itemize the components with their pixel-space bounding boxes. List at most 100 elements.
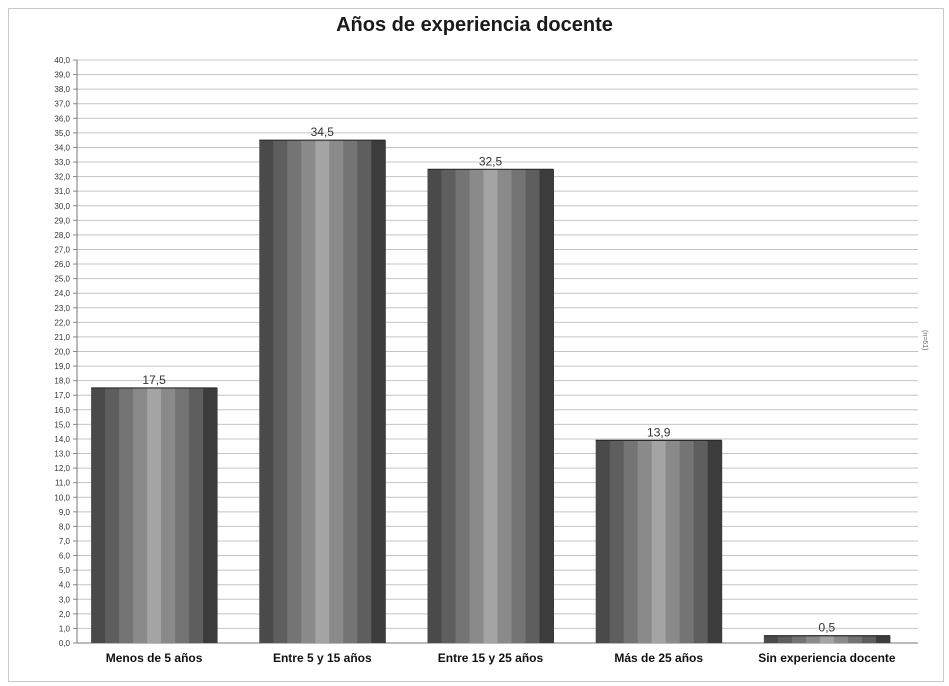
x-tick-label: Más de 25 años	[614, 651, 703, 665]
bar-stripe	[861, 635, 877, 643]
bar	[91, 387, 218, 643]
y-tick-label: 13,0	[54, 450, 70, 459]
bar-stripe	[329, 140, 344, 643]
y-tick-label: 39,0	[54, 71, 70, 80]
y-tick-label: 35,0	[54, 129, 70, 138]
y-tick-label: 19,0	[54, 362, 70, 371]
y-tick-label: 33,0	[54, 158, 70, 167]
y-tick-label: 31,0	[54, 187, 70, 196]
y-tick-label: 14,0	[54, 435, 70, 444]
y-tick-label: 8,0	[59, 522, 71, 531]
bar	[763, 635, 891, 643]
y-tick-label: 36,0	[54, 114, 70, 123]
data-label: 0,5	[819, 621, 836, 635]
bar-stripe	[119, 387, 134, 643]
bar-stripe	[161, 387, 176, 643]
y-tick-label: 37,0	[54, 100, 70, 109]
bar-stripe	[595, 440, 611, 643]
bar-stripe	[679, 440, 695, 643]
bar-stripe	[105, 387, 120, 643]
bar-stripe	[357, 140, 372, 643]
bar-stripe	[539, 169, 554, 643]
y-tick-label: 6,0	[59, 552, 71, 561]
bar-stripe	[301, 140, 316, 643]
y-tick-label: 17,0	[54, 391, 70, 400]
y-tick-label: 25,0	[54, 275, 70, 284]
data-label: 32,5	[479, 154, 503, 168]
bar	[427, 168, 554, 643]
bar-stripe	[469, 169, 484, 643]
bar-stripe	[455, 169, 470, 643]
bar-stripe	[343, 140, 358, 643]
bar-stripe	[147, 387, 162, 643]
y-tick-label: 0,0	[59, 639, 71, 648]
bar-stripe	[203, 387, 218, 643]
bar-stripe	[693, 440, 709, 643]
x-tick-label: Entre 15 y 25 años	[438, 651, 544, 665]
y-tick-label: 16,0	[54, 406, 70, 415]
x-tick-label: Entre 5 y 15 años	[273, 651, 372, 665]
y-tick-label: 24,0	[54, 289, 70, 298]
bar-stripe	[189, 387, 204, 643]
bar-stripe	[259, 140, 274, 643]
bar-stripe	[371, 140, 386, 643]
y-tick-label: 5,0	[59, 566, 71, 575]
bar-stripe	[609, 440, 625, 643]
y-tick-label: 40,0	[54, 56, 70, 65]
y-tick-label: 21,0	[54, 333, 70, 342]
y-tick-label: 1,0	[59, 624, 71, 633]
side-note: (n=61)	[921, 330, 928, 351]
y-tick-label: 10,0	[54, 493, 70, 502]
bar-stripe	[805, 635, 821, 643]
y-tick-label: 26,0	[54, 260, 70, 269]
bar-stripe	[707, 440, 723, 643]
bar-stripe	[833, 635, 849, 643]
y-tick-label: 3,0	[59, 595, 71, 604]
y-tick-label: 22,0	[54, 318, 70, 327]
bar-stripe	[133, 387, 148, 643]
data-label: 13,9	[647, 425, 671, 439]
y-tick-label: 29,0	[54, 216, 70, 225]
y-tick-label: 9,0	[59, 508, 71, 517]
y-tick-label: 32,0	[54, 173, 70, 182]
y-tick-label: 28,0	[54, 231, 70, 240]
y-tick-label: 30,0	[54, 202, 70, 211]
bar-stripe	[819, 635, 835, 643]
bar-stripe	[623, 440, 639, 643]
y-tick-label: 2,0	[59, 610, 71, 619]
bar-stripe	[483, 169, 498, 643]
x-tick-label: Sin experiencia docente	[758, 651, 896, 665]
data-label: 17,5	[142, 373, 166, 387]
bar-stripe	[777, 635, 793, 643]
bar-stripe	[315, 140, 330, 643]
bar-stripe	[875, 635, 891, 643]
bar-stripe	[175, 387, 190, 643]
bar-stripe	[273, 140, 288, 643]
y-tick-label: 23,0	[54, 304, 70, 313]
bar-stripe	[637, 440, 653, 643]
bar-stripe	[427, 169, 442, 643]
bar-stripe	[91, 387, 106, 643]
chart-title: Años de experiencia docente	[336, 14, 613, 36]
y-tick-label: 7,0	[59, 537, 71, 546]
y-tick-label: 12,0	[54, 464, 70, 473]
data-label: 34,5	[311, 125, 335, 139]
y-tick-label: 18,0	[54, 377, 70, 386]
bar-stripe	[441, 169, 456, 643]
bar-stripe	[525, 169, 540, 643]
bar-stripe	[287, 140, 302, 643]
bar-stripe	[497, 169, 512, 643]
bar-stripe	[665, 440, 681, 643]
x-tick-label: Menos de 5 años	[106, 651, 203, 665]
y-tick-label: 11,0	[55, 479, 71, 488]
bar-stripe	[847, 635, 863, 643]
bar-stripe	[763, 635, 779, 643]
y-tick-label: 4,0	[59, 581, 71, 590]
y-tick-label: 27,0	[54, 245, 70, 254]
bar	[259, 139, 386, 643]
y-tick-label: 38,0	[54, 85, 70, 94]
bar	[595, 439, 723, 643]
bar-stripe	[791, 635, 807, 643]
bar-stripe	[511, 169, 526, 643]
